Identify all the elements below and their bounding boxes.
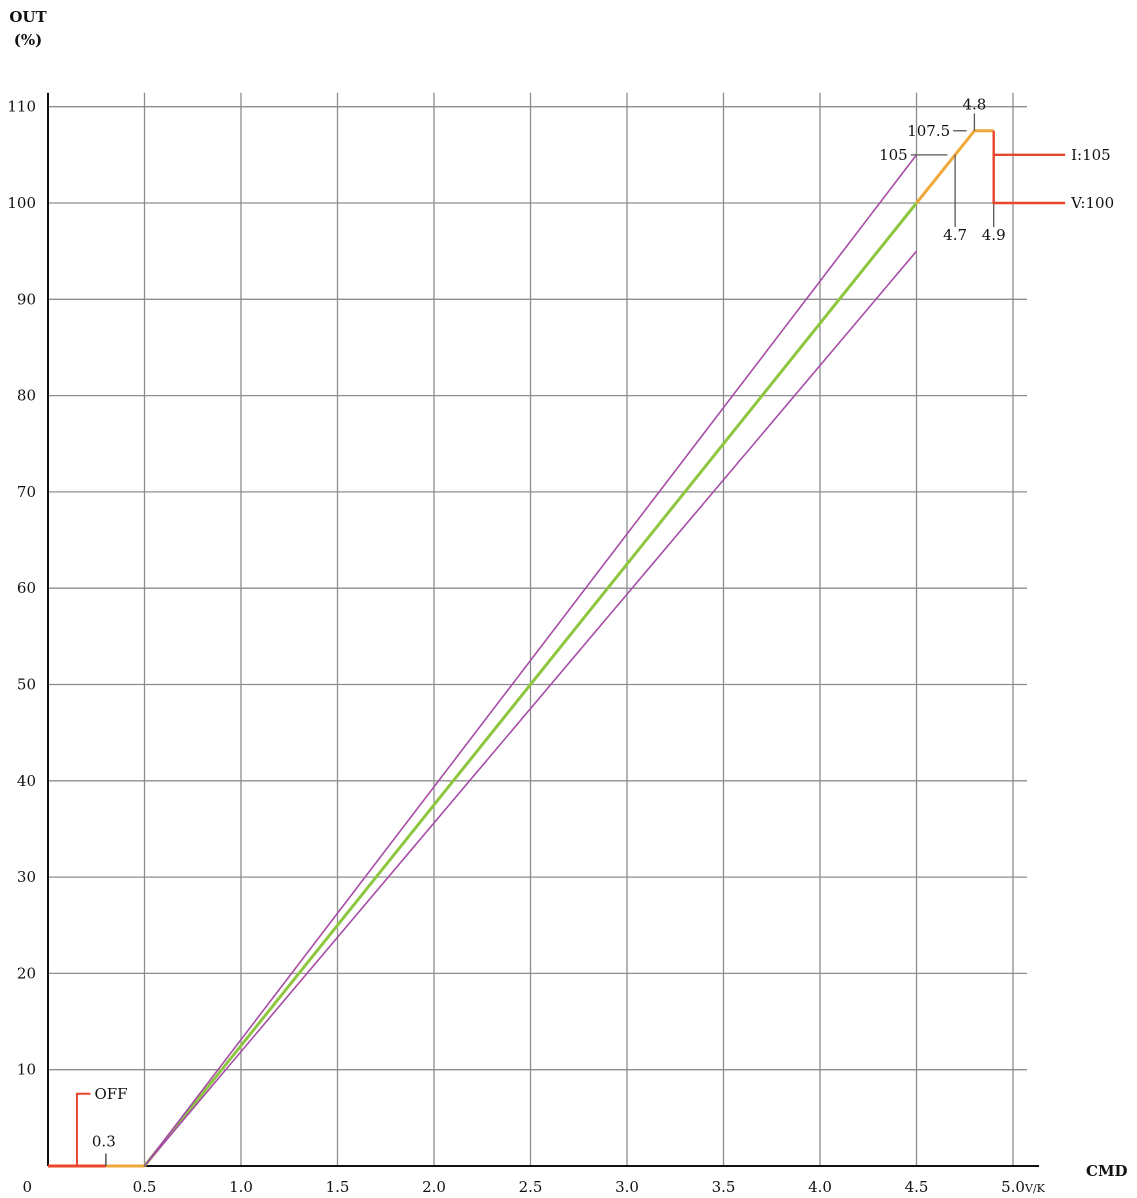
annotation-off-value: 0.3 (92, 1133, 116, 1151)
annotation-current-limit: I:105 (1071, 146, 1111, 164)
y-tick-label-1: 10 (17, 1061, 36, 1079)
y-axis-title: OUT (9, 8, 47, 26)
x-tick-label-6: 3.5 (712, 1178, 736, 1196)
voltage-limit-line (992, 130, 1066, 205)
x-tick-label-4: 2.5 (519, 1178, 543, 1196)
x-tick-label-7: 4.0 (808, 1178, 832, 1196)
annotation-4-9: 4.9 (982, 226, 1006, 244)
x-tick-label-1: 1.0 (229, 1178, 253, 1196)
x-axis-unit: V/K (1024, 1182, 1046, 1195)
x-tick-label-9: 5.0 (1001, 1178, 1025, 1196)
y-tick-label-0: 0 (22, 1178, 32, 1196)
annotation-off: OFF (94, 1085, 127, 1103)
y-tick-label-2: 20 (17, 964, 36, 982)
x-tick-label-8: 4.5 (905, 1178, 929, 1196)
y-tick-label-10: 100 (7, 194, 36, 212)
annotation-4-8: 4.8 (962, 95, 986, 113)
x-tick-label-2: 1.5 (326, 1178, 350, 1196)
axes (47, 92, 1039, 1167)
y-axis-unit: (%) (14, 31, 42, 49)
series-group (48, 129, 994, 1168)
annotation-voltage-limit: V:100 (1070, 194, 1114, 212)
grid (48, 92, 1027, 1166)
x-tick-label-5: 3.0 (615, 1178, 639, 1196)
annotation-105: 105 (879, 146, 908, 164)
tick-labels: 0.5 1.0 1.5 2.0 2.5 3.0 3.5 4.0 4.5 5.0 0 10 20 30 40 5… (7, 98, 1025, 1196)
series-line-2 (143, 202, 918, 1167)
y-tick-label-8: 80 (17, 387, 36, 405)
annotation-107-5: 107.5 (907, 122, 950, 140)
x-axis-title: CMD (1086, 1162, 1128, 1180)
y-tick-label-11: 110 (7, 98, 36, 116)
annotation-4-7: 4.7 (943, 226, 967, 244)
y-tick-label-3: 30 (17, 868, 36, 886)
series-line-5 (143, 250, 918, 1167)
off-bracket-line (75, 1092, 91, 1165)
x-tick-label-0: 0.5 (133, 1178, 157, 1196)
y-tick-label-7: 70 (17, 483, 36, 501)
y-tick-label-4: 40 (17, 772, 36, 790)
y-tick-label-6: 60 (17, 579, 36, 597)
x-tick-label-3: 2.0 (422, 1178, 446, 1196)
series-line-4 (143, 154, 918, 1167)
y-tick-label-5: 50 (17, 676, 36, 694)
y-tick-label-9: 90 (17, 290, 36, 308)
annotation-leaders (75, 113, 1066, 1166)
